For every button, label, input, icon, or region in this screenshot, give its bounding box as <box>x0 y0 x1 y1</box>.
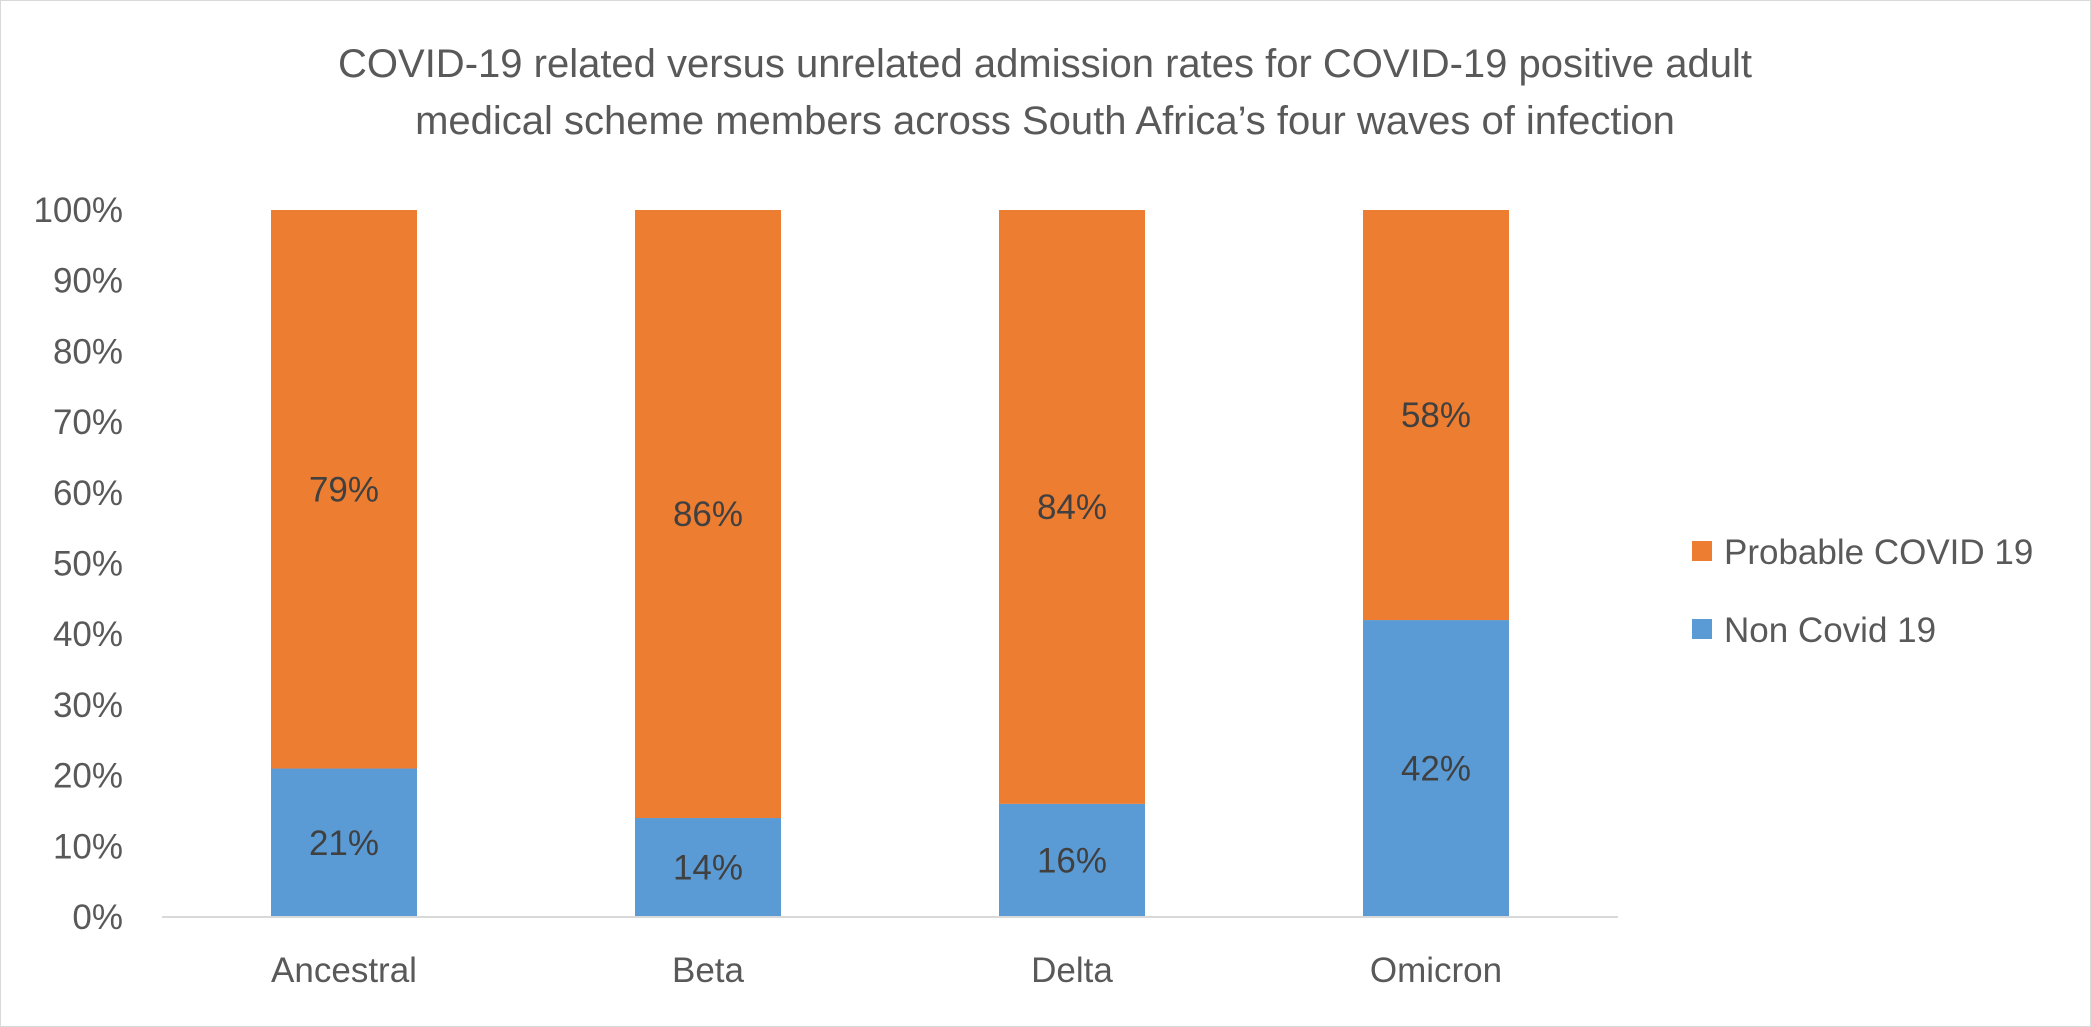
bar-segment-non-covid-19 <box>1363 620 1509 917</box>
bar-segment-probable-covid-19 <box>271 210 417 769</box>
y-tick-label: 100% <box>33 191 123 230</box>
chart-title: COVID-19 related versus unrelated admiss… <box>200 36 1890 150</box>
y-tick-label: 50% <box>53 545 123 584</box>
legend-item-probable-covid-19: Probable COVID 19 <box>1692 533 2033 572</box>
chart-title-line-1: COVID-19 related versus unrelated admiss… <box>338 42 1752 86</box>
bar-group-omicron: 42% 58% <box>1363 210 1509 917</box>
bar-group-delta: 16% 84% <box>999 210 1145 917</box>
bar-segment-probable-covid-19 <box>635 210 781 819</box>
data-label: 42% <box>1401 750 1471 789</box>
legend-item-non-covid-19: Non Covid 19 <box>1692 611 1936 650</box>
data-label: 79% <box>309 470 379 509</box>
x-tick-label: Delta <box>1031 951 1113 990</box>
y-tick-label: 60% <box>53 474 123 513</box>
chart-title-line-2: medical scheme members across South Afri… <box>415 99 1675 143</box>
data-label: 84% <box>1037 488 1107 527</box>
bar-group-ancestral: 21% 79% <box>271 210 417 917</box>
bar-group-beta: 14% 86% <box>635 210 781 917</box>
bar-segment-non-covid-19 <box>271 768 417 917</box>
y-axis-tick-labels: 0% 10% 20% 30% 40% 50% 60% 70% 80% 90% 100% <box>33 191 123 937</box>
data-label: 16% <box>1037 841 1107 880</box>
y-tick-label: 0% <box>72 898 123 937</box>
bar-segment-non-covid-19 <box>999 803 1145 917</box>
bar-segment-probable-covid-19 <box>999 210 1145 804</box>
y-tick-label: 20% <box>53 757 123 796</box>
y-tick-label: 40% <box>53 615 123 654</box>
x-tick-label: Ancestral <box>271 951 417 990</box>
x-axis: Ancestral Beta Delta Omicron <box>162 916 1618 990</box>
x-tick-label: Omicron <box>1370 951 1502 990</box>
data-label: 21% <box>309 824 379 863</box>
legend: Probable COVID 19 Non Covid 19 <box>1692 533 2033 650</box>
data-label: 14% <box>673 849 743 888</box>
bar-segment-non-covid-19 <box>635 818 781 917</box>
y-tick-label: 80% <box>53 332 123 371</box>
legend-swatch <box>1692 541 1712 561</box>
legend-label: Probable COVID 19 <box>1724 533 2033 572</box>
y-tick-label: 90% <box>53 262 123 301</box>
y-tick-label: 70% <box>53 403 123 442</box>
bars: 21% 79% 14% 86% 16% 84% 42% 58% <box>271 210 1509 917</box>
legend-swatch <box>1692 619 1712 639</box>
data-label: 58% <box>1401 396 1471 435</box>
y-tick-label: 30% <box>53 686 123 725</box>
bar-segment-probable-covid-19 <box>1363 210 1509 621</box>
data-label: 86% <box>673 495 743 534</box>
legend-label: Non Covid 19 <box>1724 611 1936 650</box>
y-tick-label: 10% <box>53 827 123 866</box>
x-tick-label: Beta <box>672 951 745 990</box>
